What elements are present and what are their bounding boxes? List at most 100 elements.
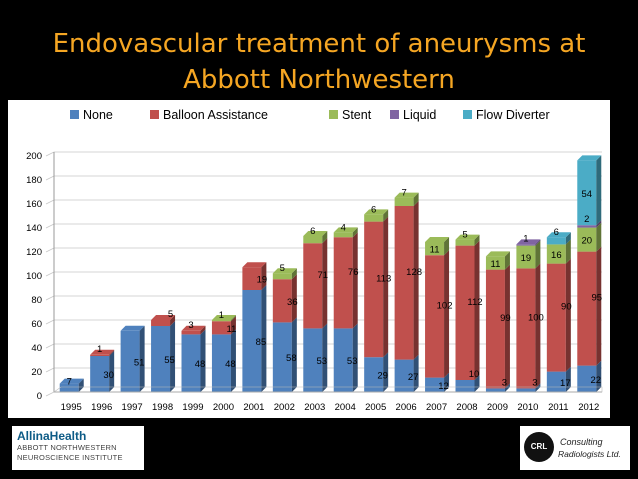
- bar-side-none-2004: [352, 323, 358, 392]
- bar-stent-2003: [303, 236, 323, 244]
- data-label-balloon-assistance-2012: 95: [591, 293, 602, 304]
- data-label-stent-2012: 20: [581, 236, 592, 247]
- bar-side-stent-2004: [352, 227, 358, 238]
- bar-top-2009: [485, 251, 510, 257]
- data-label-balloon-assistance-2004: 76: [348, 267, 359, 278]
- bar-side-none-1997: [139, 325, 145, 392]
- bar-top-2004: [333, 227, 358, 233]
- bar-side-none-2012: [596, 360, 602, 392]
- bar-none-2010: [516, 388, 536, 392]
- bar-side-none-2006: [413, 354, 419, 392]
- bar-liquid-2012: [577, 225, 597, 228]
- bar-balloon-assistance-2004: [333, 237, 353, 329]
- bar-stack-1995: 7: [59, 377, 84, 392]
- bar-stack-2006: 27 128 7: [394, 188, 422, 392]
- data-label-stent-2009: 11: [491, 259, 501, 270]
- legend-label-none: None: [83, 108, 113, 122]
- data-label-none-1995: 7: [67, 377, 72, 388]
- bar-stent-2010: [516, 245, 536, 269]
- data-label-stent-2008: 5: [462, 230, 467, 241]
- bar-top-1995: [59, 378, 84, 384]
- data-label-none-2008: 10: [469, 369, 480, 380]
- data-label-balloon-assistance-2010: 100: [528, 312, 544, 323]
- bar-side-balloon-assistance-2001: [261, 262, 267, 290]
- data-label-balloon-assistance-2000: 11: [227, 324, 237, 335]
- data-label-none-2002: 58: [286, 353, 297, 364]
- bar-balloon-assistance-2001: [242, 267, 262, 290]
- bar-none-2001: [242, 290, 262, 392]
- data-label-liquid-2010: 1: [523, 233, 528, 244]
- bar-none-1998: [151, 326, 171, 392]
- bar-side-balloon-assistance-2002: [291, 274, 297, 323]
- bar-liquid-2010: [516, 244, 536, 246]
- bar-side-balloon-assistance-2007: [444, 250, 450, 378]
- x-tick-label: 1999: [182, 402, 203, 413]
- y-tick-label: 0: [37, 391, 42, 402]
- bar-top-2010: [516, 239, 541, 245]
- x-tick-label: 1995: [61, 402, 82, 413]
- y-tick-label: 160: [26, 199, 42, 210]
- x-tick-label: 2007: [426, 402, 447, 413]
- bar-side-none-2003: [322, 323, 328, 392]
- bar-none-2012: [577, 365, 597, 392]
- y-tick-label: 120: [26, 247, 42, 258]
- bar-side-none-2000: [230, 329, 236, 392]
- data-label-none-2004: 53: [347, 356, 358, 367]
- bar-top-2006: [394, 192, 419, 198]
- bar-side-stent-2000: [230, 315, 236, 322]
- bar-none-2002: [272, 322, 292, 392]
- bar-side-balloon-assistance-2006: [413, 201, 419, 360]
- bar-side-flow-diverter-2012: [596, 155, 602, 226]
- crl-line1: Consulting: [560, 437, 603, 447]
- data-label-none-2007: 12: [438, 381, 449, 392]
- data-label-none-2011: 17: [560, 378, 571, 389]
- x-tick-label: 2009: [487, 402, 508, 413]
- bar-balloon-assistance-2000: [211, 321, 231, 335]
- bar-stent-2007: [425, 242, 445, 256]
- data-label-none-1996: 30: [103, 370, 114, 381]
- bar-stent-2002: [272, 273, 292, 280]
- data-label-none-2005: 29: [377, 371, 388, 382]
- bar-side-none-2011: [565, 366, 571, 392]
- data-label-balloon-assistance-2007: 102: [437, 300, 453, 311]
- bar-balloon-assistance-2012: [577, 251, 597, 366]
- x-tick-label: 2001: [243, 402, 264, 413]
- bar-side-flow-diverter-2011: [565, 232, 571, 245]
- bar-side-none-1999: [200, 329, 206, 392]
- bar-balloon-assistance-2003: [303, 243, 323, 329]
- bar-stack-2000: 48 111: [211, 310, 237, 392]
- bar-balloon-assistance-2007: [425, 255, 445, 378]
- y-tick-label: 180: [26, 175, 42, 186]
- bar-none-2007: [425, 377, 445, 392]
- y-tick-label: 40: [31, 343, 42, 354]
- bar-stack-2010: 3 100 19 1: [516, 233, 544, 392]
- x-tick-label: 2003: [304, 402, 325, 413]
- bar-none-2003: [303, 328, 323, 392]
- bar-top-2001: [242, 262, 267, 268]
- x-tick-label: 2012: [578, 402, 599, 413]
- bar-stent-2006: [394, 197, 414, 206]
- bar-stent-2012: [577, 227, 597, 252]
- bar-none-2004: [333, 328, 353, 392]
- bar-side-balloon-assistance-2010: [535, 263, 541, 389]
- bar-balloon-assistance-2010: [516, 268, 536, 389]
- x-tick-label: 1997: [122, 402, 143, 413]
- bar-stent-2000: [211, 320, 231, 322]
- bar-side-stent-2012: [596, 222, 602, 252]
- chart-panel: None Balloon Assistance Stent Liquid Flow Di…: [8, 100, 610, 418]
- bar-side-stent-2007: [444, 237, 450, 256]
- x-tick-label: 1996: [91, 402, 112, 413]
- data-label-flow-diverter-2011: 6: [554, 227, 559, 238]
- data-label-none-2006: 27: [408, 372, 419, 383]
- bar-stack-1997: 51: [120, 325, 145, 392]
- bar-stack-2003: 53 71 6: [303, 226, 328, 392]
- bar-side-stent-2010: [535, 240, 541, 269]
- bar-top-2012: [577, 155, 602, 161]
- bar-side-balloon-assistance-1998: [170, 315, 176, 326]
- y-tick-label: 100: [26, 271, 42, 282]
- slide-title-line1: Endovascular treatment of aneurysms at: [52, 29, 586, 59]
- bar-side-none-2010: [535, 383, 541, 392]
- bar-balloon-assistance-1998: [151, 320, 171, 326]
- bar-top-1996: [90, 349, 115, 355]
- data-label-balloon-assistance-2001: 19: [257, 275, 268, 286]
